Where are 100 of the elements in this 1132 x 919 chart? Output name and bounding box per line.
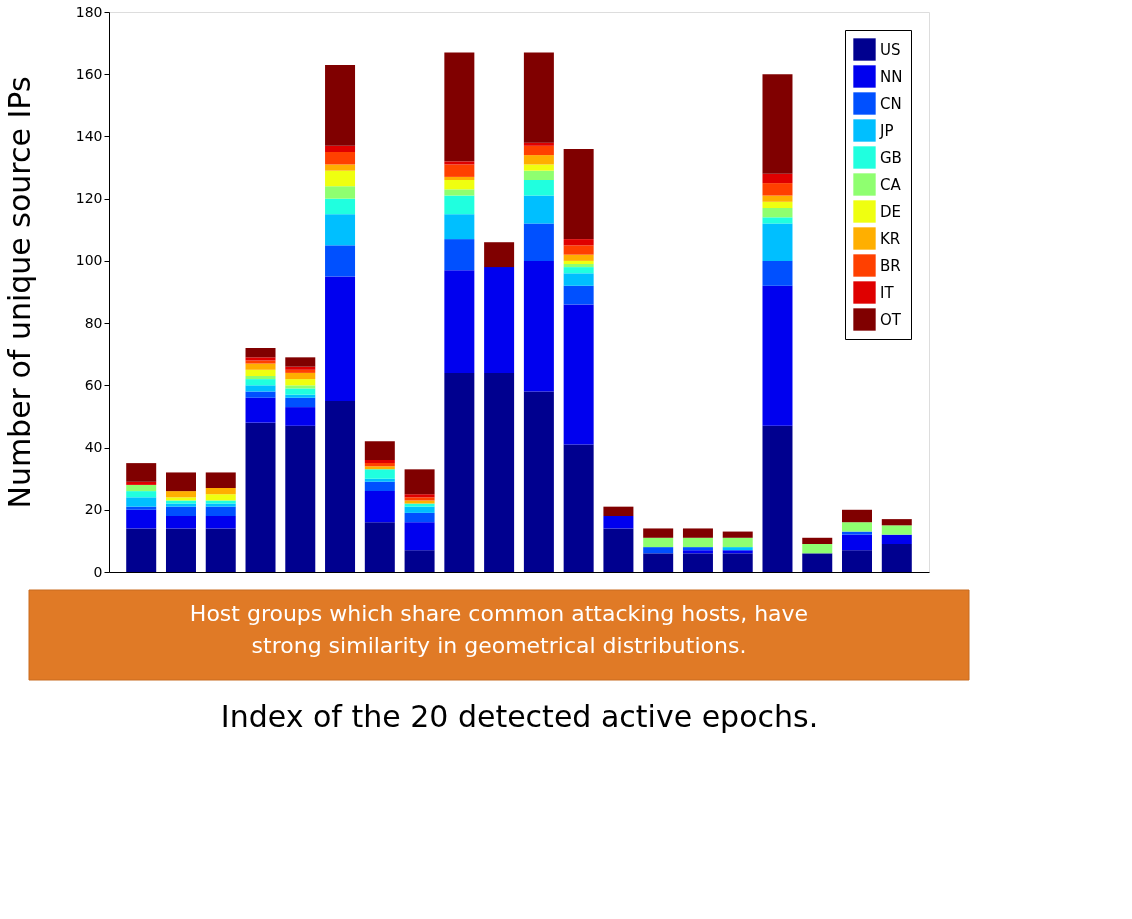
bar (881, 534, 912, 544)
bar (245, 391, 276, 398)
bar (643, 547, 674, 554)
y-tick-label: 100 (75, 252, 103, 269)
bar (165, 516, 196, 529)
legend-label: OT (880, 310, 902, 329)
bar (325, 400, 356, 572)
bar (285, 425, 316, 572)
bar (523, 180, 554, 196)
bar (325, 214, 356, 246)
bar (842, 509, 873, 523)
bar (245, 379, 276, 386)
bar (762, 260, 793, 286)
legend-label: DE (880, 202, 902, 221)
bar (245, 363, 276, 370)
bar (285, 379, 316, 386)
bar (762, 208, 793, 218)
bar (205, 528, 236, 572)
legend-label: KR (880, 229, 901, 248)
bar (722, 531, 753, 538)
bar (364, 522, 395, 572)
y-tick-label: 120 (75, 190, 103, 207)
bar (126, 528, 157, 572)
bar (603, 528, 634, 572)
bar (245, 348, 276, 358)
legend-label: US (880, 40, 901, 59)
y-axis-title: Number of unique source IPs (1, 76, 37, 509)
bar (603, 506, 634, 516)
bar (205, 506, 236, 516)
bar (762, 217, 793, 224)
bar (285, 357, 316, 367)
bar (842, 531, 873, 535)
bar (762, 223, 793, 261)
bar (563, 245, 594, 255)
bar (762, 195, 793, 202)
bar (364, 441, 395, 460)
bar (842, 522, 873, 532)
bar (245, 422, 276, 572)
bar (444, 189, 475, 196)
y-tick-label: 0 (93, 563, 103, 580)
legend-label: BR (880, 256, 901, 275)
bar (484, 372, 515, 572)
bar (205, 516, 236, 529)
bar (682, 528, 713, 538)
bar (484, 267, 515, 373)
bar (165, 528, 196, 572)
bar (325, 152, 356, 165)
bar (802, 544, 833, 554)
y-tick-label: 60 (84, 376, 103, 393)
bar (205, 488, 236, 495)
bar (802, 553, 833, 572)
bar (802, 537, 833, 544)
y-tick-label: 20 (84, 501, 103, 518)
x-axis-title: Index of the 20 detected active epochs. (220, 698, 819, 734)
bar (404, 522, 435, 551)
y-tick-label: 140 (75, 127, 103, 144)
bar (523, 195, 554, 224)
bar (325, 164, 356, 171)
bar (722, 537, 753, 548)
bar (523, 170, 554, 180)
y-tick-label: 180 (75, 3, 103, 20)
bar (603, 516, 634, 529)
bar (682, 537, 713, 548)
bar (762, 173, 793, 184)
bar (563, 444, 594, 572)
bar (563, 260, 594, 264)
bar (444, 52, 475, 162)
bar (364, 469, 395, 479)
bar (245, 369, 276, 376)
bar (444, 270, 475, 373)
legend-label: IT (880, 283, 895, 302)
bar (881, 525, 912, 535)
bar (523, 391, 554, 572)
bar (523, 155, 554, 165)
bar (245, 376, 276, 380)
bar (842, 550, 873, 572)
bar (444, 180, 475, 190)
bar (523, 52, 554, 143)
bar (842, 534, 873, 551)
bar (325, 186, 356, 199)
bar (285, 397, 316, 408)
bar (126, 481, 157, 485)
bar (325, 245, 356, 277)
legend-label: CA (880, 175, 902, 194)
bar (285, 385, 316, 389)
y-tick-label: 80 (84, 314, 103, 331)
bar (325, 276, 356, 401)
bar (643, 528, 674, 538)
bar (444, 176, 475, 180)
bar (404, 506, 435, 513)
bar (126, 506, 157, 510)
text: Host groups which share common attacking hosts, have strong similarity in geometrical distributions. (189, 601, 809, 658)
legend-label: CN (880, 94, 902, 113)
bar (364, 491, 395, 523)
bar (404, 550, 435, 572)
bar (682, 553, 713, 572)
bar (126, 497, 157, 507)
bar (404, 512, 435, 523)
bar (126, 491, 157, 498)
bar (325, 198, 356, 215)
